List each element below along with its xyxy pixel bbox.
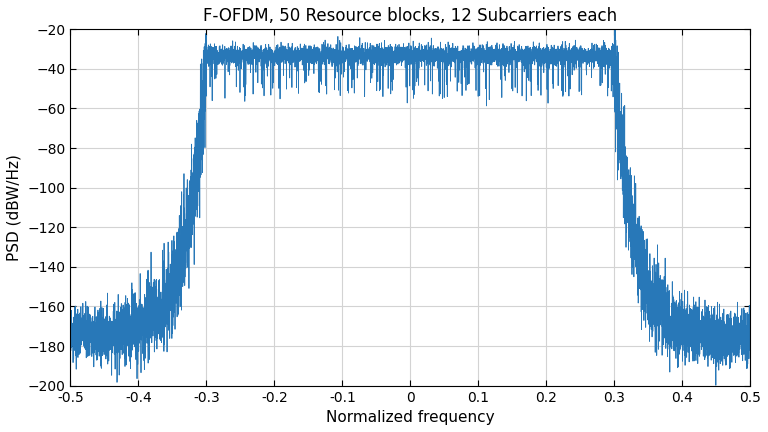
X-axis label: Normalized frequency: Normalized frequency: [326, 410, 495, 425]
Title: F-OFDM, 50 Resource blocks, 12 Subcarriers each: F-OFDM, 50 Resource blocks, 12 Subcarrie…: [204, 7, 617, 25]
Y-axis label: PSD (dBW/Hz): PSD (dBW/Hz): [7, 154, 22, 261]
